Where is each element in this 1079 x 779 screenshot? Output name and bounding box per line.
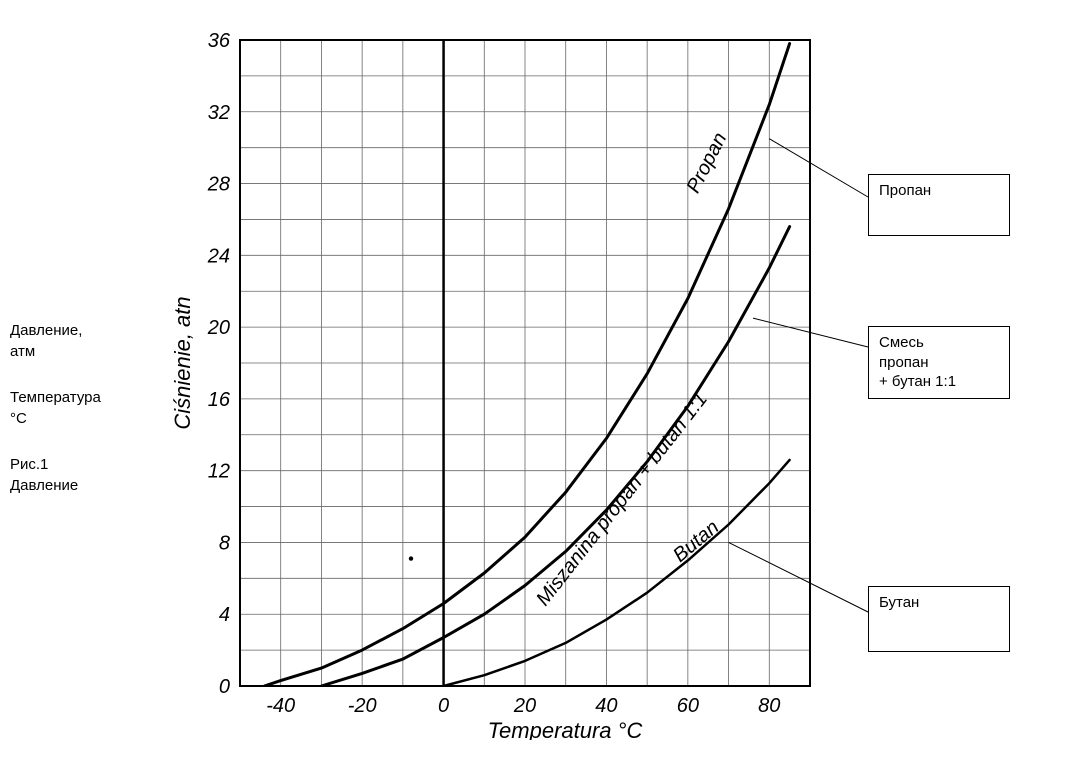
svg-text:4: 4 xyxy=(219,604,230,626)
svg-text:32: 32 xyxy=(208,102,230,124)
svg-text:24: 24 xyxy=(207,245,230,267)
svg-text:20: 20 xyxy=(513,695,536,717)
svg-text:-20: -20 xyxy=(348,695,377,717)
label-pressure: Давление,атм xyxy=(10,320,150,362)
callout-mix-text: Смесьпропан+ бутан 1:1 xyxy=(879,334,956,390)
callout-propan: Пропан xyxy=(868,174,1010,236)
svg-text:0: 0 xyxy=(219,676,230,698)
vapor-pressure-chart: -40 -20 0 20 40 60 80 0 4 8 12 16 20 24 28 32 36 Temperat… xyxy=(155,20,845,740)
left-side-labels: Давление,атм Температура°С Рис.1Давление xyxy=(10,320,150,521)
svg-text:0: 0 xyxy=(438,695,449,717)
callout-butan-text: Бутан xyxy=(879,594,919,611)
label-caption: Рис.1Давление xyxy=(10,454,150,496)
chart-container: -40 -20 0 20 40 60 80 0 4 8 12 16 20 24 28 32 36 Temperat… xyxy=(155,20,845,744)
page-root: Давление,атм Температура°С Рис.1Давление… xyxy=(0,0,1079,779)
svg-text:60: 60 xyxy=(677,695,699,717)
svg-text:Ciśnienie, atn: Ciśnienie, atn xyxy=(170,296,195,429)
callout-butan: Бутан xyxy=(868,586,1010,652)
svg-text:20: 20 xyxy=(207,317,230,339)
callout-propan-text: Пропан xyxy=(879,182,931,199)
label-temperature: Температура°С xyxy=(10,387,150,429)
callout-mix: Смесьпропан+ бутан 1:1 xyxy=(868,326,1010,399)
svg-text:12: 12 xyxy=(208,461,230,483)
svg-text:40: 40 xyxy=(595,695,617,717)
svg-text:16: 16 xyxy=(208,389,231,411)
svg-text:80: 80 xyxy=(758,695,780,717)
svg-text:36: 36 xyxy=(208,30,231,52)
svg-text:8: 8 xyxy=(219,532,230,554)
svg-text:Temperatura °C: Temperatura °C xyxy=(488,718,643,740)
svg-text:28: 28 xyxy=(207,174,230,196)
svg-text:-40: -40 xyxy=(266,695,295,717)
